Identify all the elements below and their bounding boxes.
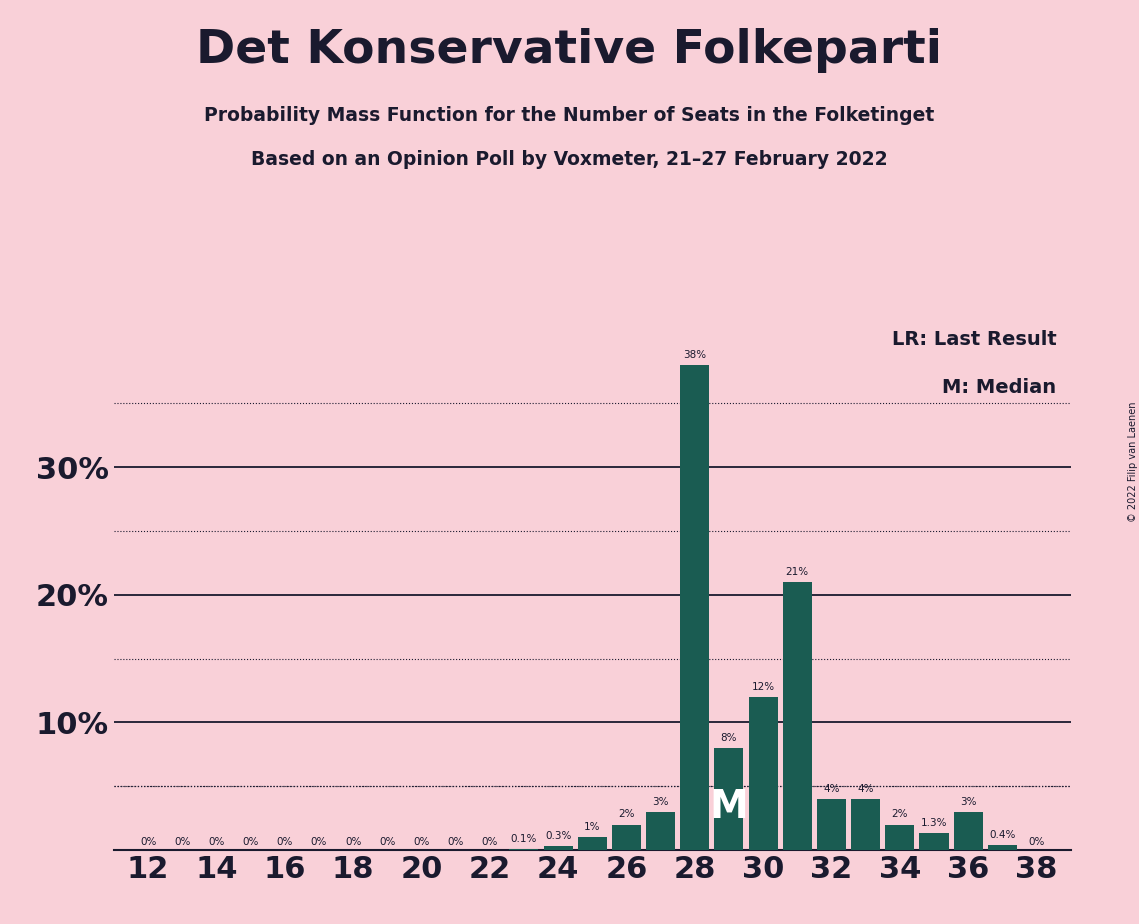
Text: © 2022 Filip van Laenen: © 2022 Filip van Laenen (1129, 402, 1138, 522)
Text: 4%: 4% (858, 784, 874, 794)
Text: 2%: 2% (892, 809, 908, 820)
Text: 1.3%: 1.3% (920, 819, 948, 829)
Text: 0%: 0% (243, 837, 259, 847)
Bar (919, 833, 949, 850)
Text: 0%: 0% (379, 837, 395, 847)
Text: 3%: 3% (960, 796, 976, 807)
Text: 0%: 0% (448, 837, 464, 847)
Text: M: Median: M: Median (942, 379, 1056, 397)
Text: 0%: 0% (277, 837, 293, 847)
Bar (646, 812, 675, 850)
Text: 0.1%: 0.1% (510, 833, 538, 844)
Text: Det Konservative Folkeparti: Det Konservative Folkeparti (197, 28, 942, 73)
Bar (851, 799, 880, 850)
Bar (680, 365, 710, 850)
Bar (885, 824, 915, 850)
Text: Probability Mass Function for the Number of Seats in the Folketinget: Probability Mass Function for the Number… (204, 106, 935, 126)
Text: 0%: 0% (174, 837, 190, 847)
Text: 0%: 0% (208, 837, 224, 847)
Bar (612, 824, 641, 850)
Bar (543, 846, 573, 850)
Text: M: M (710, 788, 748, 826)
Text: 0.4%: 0.4% (989, 830, 1016, 840)
Text: 0%: 0% (311, 837, 327, 847)
Bar (509, 849, 539, 850)
Text: 3%: 3% (653, 796, 669, 807)
Text: 21%: 21% (786, 567, 809, 577)
Bar (714, 748, 744, 850)
Bar (817, 799, 846, 850)
Text: 12%: 12% (752, 682, 775, 692)
Text: 0%: 0% (413, 837, 429, 847)
Bar (953, 812, 983, 850)
Bar (988, 845, 1017, 850)
Text: 8%: 8% (721, 733, 737, 743)
Bar (577, 837, 607, 850)
Text: 2%: 2% (618, 809, 634, 820)
Text: 0%: 0% (1029, 837, 1044, 847)
Text: 38%: 38% (683, 350, 706, 360)
Text: 0.3%: 0.3% (544, 832, 572, 841)
Text: 0%: 0% (140, 837, 156, 847)
Bar (748, 697, 778, 850)
Text: 4%: 4% (823, 784, 839, 794)
Text: LR: Last Result: LR: Last Result (892, 330, 1056, 349)
Bar (782, 582, 812, 850)
Text: 0%: 0% (345, 837, 361, 847)
Text: 1%: 1% (584, 822, 600, 833)
Text: Based on an Opinion Poll by Voxmeter, 21–27 February 2022: Based on an Opinion Poll by Voxmeter, 21… (252, 150, 887, 169)
Text: 0%: 0% (482, 837, 498, 847)
